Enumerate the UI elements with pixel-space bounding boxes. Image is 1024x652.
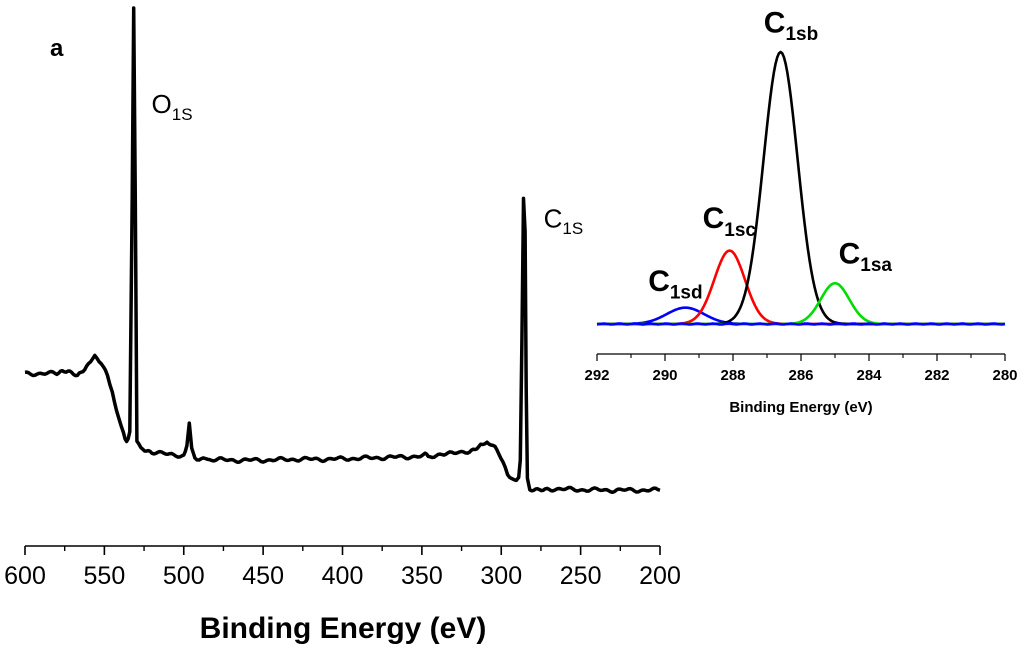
inset-x-tick-label: 280 bbox=[992, 367, 1017, 384]
main-x-axis-title: Binding Energy (eV) bbox=[200, 612, 487, 645]
inset-peak-label: C1sa bbox=[839, 238, 893, 277]
main-x-tick-label: 350 bbox=[401, 562, 443, 590]
inset-peak-label: C1sd bbox=[648, 265, 702, 304]
main-panel-label: a bbox=[50, 35, 64, 62]
main-x-ticks: 600 550 500 450 400 350 300 250 200 bbox=[4, 546, 681, 590]
inset-x-tick-label: 286 bbox=[788, 367, 813, 384]
inset-x-axis-title: Binding Energy (eV) bbox=[729, 399, 872, 416]
main-x-tick-label: 200 bbox=[639, 562, 681, 590]
main-x-tick-label: 500 bbox=[163, 562, 205, 590]
main-peak-label: C1S bbox=[544, 203, 584, 238]
inset-series-baseline bbox=[596, 322, 1006, 326]
main-peak-labels: O1S C1S bbox=[152, 89, 584, 238]
main-series-line bbox=[24, 6, 661, 495]
inset-x-tick-label: 282 bbox=[924, 367, 949, 384]
inset-series-lines bbox=[596, 50, 1006, 326]
main-x-tick-label: 450 bbox=[242, 562, 284, 590]
inset-x-tick-label: 292 bbox=[584, 367, 609, 384]
inset-x-tick-label: 290 bbox=[652, 367, 677, 384]
main-x-tick-label: 300 bbox=[480, 562, 522, 590]
main-x-tick-label: 600 bbox=[4, 562, 46, 590]
inset-peak-label: C1sb bbox=[764, 6, 818, 45]
inset-x-ticks: 292 290 288 286 284 282 280 bbox=[584, 354, 1018, 384]
main-x-tick-label: 250 bbox=[560, 562, 602, 590]
main-panel: a O1S C1S 600 550 500 450 400 350 300 250 200 Bin… bbox=[4, 6, 681, 645]
inset-x-tick-label: 284 bbox=[856, 367, 882, 384]
main-x-tick-label: 400 bbox=[322, 562, 364, 590]
main-x-tick-label: 550 bbox=[84, 562, 126, 590]
inset-x-tick-label: 288 bbox=[720, 367, 745, 384]
inset-peak-label: C1sc bbox=[703, 202, 757, 241]
main-peak-label: O1S bbox=[152, 89, 193, 124]
